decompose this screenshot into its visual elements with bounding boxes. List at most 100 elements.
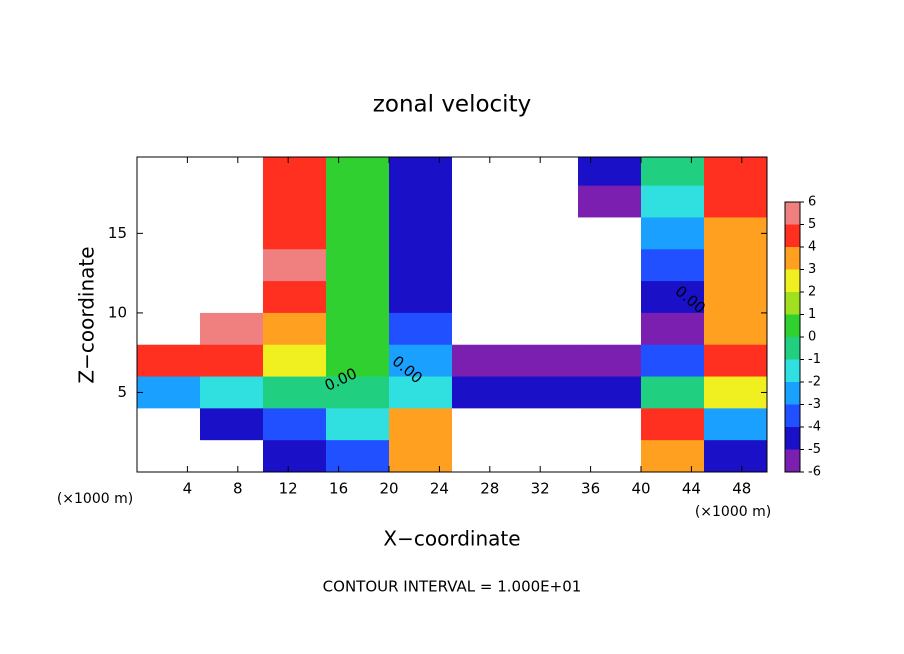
x-tick-label: 12 [279, 480, 298, 498]
cell [578, 249, 642, 282]
cell [641, 281, 705, 314]
x-tick-label: 24 [430, 480, 449, 498]
footer: CONTOUR INTERVAL = 1.000E+01 [323, 578, 582, 596]
cell [263, 185, 327, 218]
cell [263, 408, 327, 441]
cell [326, 281, 390, 314]
cell [515, 217, 579, 250]
x-tick-label: 44 [682, 480, 701, 498]
cell [641, 376, 705, 409]
cell [452, 157, 516, 187]
cell [389, 185, 453, 218]
cell [326, 157, 390, 187]
cell [389, 312, 453, 346]
cell [452, 312, 516, 346]
cell [326, 185, 390, 218]
cell [578, 408, 642, 441]
cell [641, 249, 705, 282]
cell [200, 157, 264, 187]
cell [200, 440, 264, 472]
cell [200, 249, 264, 282]
cell [200, 344, 264, 378]
cell [200, 281, 264, 314]
colorbar-label: 0 [808, 330, 816, 345]
cell [515, 157, 579, 187]
x-tick-label: 28 [480, 480, 499, 498]
x-axis-label: X−coordinate [383, 527, 520, 551]
cell [326, 376, 390, 409]
y-tick-label: 5 [117, 383, 127, 401]
cell [704, 344, 767, 378]
cell [137, 344, 201, 378]
cell [641, 344, 705, 378]
cell [326, 408, 390, 441]
cell [452, 185, 516, 218]
cell [704, 185, 767, 218]
cell [263, 249, 327, 282]
cell [578, 440, 642, 472]
cell [578, 281, 642, 314]
y-axis-label: Z−coordinate [75, 246, 99, 383]
cell [641, 157, 705, 187]
colorbar-band [785, 247, 800, 270]
x-tick-label: 48 [732, 480, 751, 498]
cell [515, 344, 579, 378]
cell [389, 376, 453, 409]
cell [515, 281, 579, 314]
cell [704, 408, 767, 441]
cell [515, 185, 579, 218]
cell [137, 376, 201, 409]
cell [515, 440, 579, 472]
cell [704, 281, 767, 314]
cell [137, 408, 201, 441]
cell [452, 249, 516, 282]
cell [137, 157, 201, 187]
cell [578, 185, 642, 218]
cell [326, 249, 390, 282]
cell [263, 281, 327, 314]
cell [326, 312, 390, 346]
colorbar-band [785, 359, 800, 382]
cell [137, 185, 201, 218]
cell [578, 217, 642, 250]
cell [263, 344, 327, 378]
colorbar-label: -2 [808, 375, 821, 390]
cell [200, 217, 264, 250]
cell [452, 408, 516, 441]
colorbar-label: 3 [808, 262, 816, 277]
cell [263, 217, 327, 250]
x-tick-label: 8 [233, 480, 243, 498]
colorbar-label: -3 [808, 397, 821, 412]
y-tick-label: 15 [108, 224, 127, 242]
cell [263, 376, 327, 409]
cell [515, 408, 579, 441]
colorbar-band [785, 337, 800, 360]
cell [704, 312, 767, 346]
cell [452, 440, 516, 472]
colorbar-band [785, 404, 800, 427]
cell [641, 312, 705, 346]
cell [137, 440, 201, 472]
cell [704, 376, 767, 409]
field [137, 157, 767, 472]
cell [452, 376, 516, 409]
colorbar-label: -5 [808, 442, 821, 457]
cell [137, 312, 201, 346]
x-tick-label: 40 [631, 480, 650, 498]
cell [578, 344, 642, 378]
cell [263, 440, 327, 472]
colorbar-label: 4 [808, 240, 816, 255]
colorbar-band [785, 292, 800, 315]
cell [704, 217, 767, 250]
cell [641, 440, 705, 472]
plot-frame [136, 156, 768, 473]
cell [263, 312, 327, 346]
cell [263, 157, 327, 187]
cell [326, 440, 390, 472]
cell [200, 185, 264, 218]
x-tick-label: 16 [329, 480, 348, 498]
cell [515, 312, 579, 346]
cell [326, 217, 390, 250]
colorbar-band [785, 382, 800, 405]
